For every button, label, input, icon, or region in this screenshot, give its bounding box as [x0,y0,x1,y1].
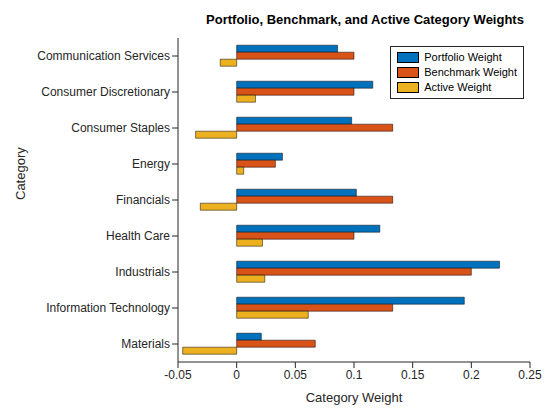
svg-text:Industrials: Industrials [115,265,170,279]
svg-text:0: 0 [233,368,240,382]
svg-text:Materials: Materials [121,337,170,351]
svg-text:0.05: 0.05 [284,368,308,382]
html-text:Portfolio, Benchmark, and Acti: Portfolio, Benchmark, and Active Categor… [206,12,524,27]
svg-text:Communication Services: Communication Services [37,49,170,63]
html-text:Benchmark Weight: Benchmark Weight [424,66,517,78]
svg-text:0.2: 0.2 [463,368,480,382]
svg-text:0.1: 0.1 [346,368,363,382]
svg-text:Category Weight: Category Weight [306,390,403,405]
svg-text:0.15: 0.15 [401,368,425,382]
svg-text:Category: Category [13,147,28,200]
svg-text:Consumer Staples: Consumer Staples [71,121,170,135]
svg-text:Information Technology: Information Technology [46,301,170,315]
svg-text:-0.05: -0.05 [164,368,192,382]
html-text:Active Weight: Active Weight [424,81,492,93]
svg-text:Energy: Energy [132,157,170,171]
svg-text:Consumer Discretionary: Consumer Discretionary [41,85,170,99]
svg-text:0.25: 0.25 [518,368,542,382]
svg-text:Financials: Financials [116,193,170,207]
svg-text:Health Care: Health Care [106,229,170,243]
html-text:Portfolio Weight: Portfolio Weight [424,51,502,63]
